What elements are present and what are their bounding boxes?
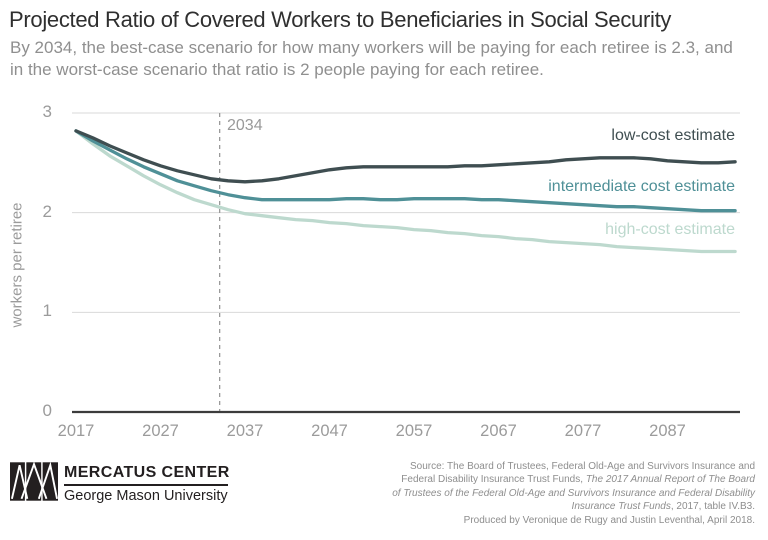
chart-subtitle: By 2034, the best-case scenario for how … <box>10 38 733 80</box>
plot-area <box>72 112 740 414</box>
org-name: MERCATUS CENTER <box>64 464 230 481</box>
y-tick-label-0: 0 <box>42 401 52 420</box>
legend-high-cost-estimate: high-cost estimate <box>605 221 735 238</box>
legend-low-cost-estimate: low-cost estimate <box>611 127 735 144</box>
series-line-low-cost-estimate <box>74 129 737 184</box>
source-text: Source: The Board of Trustees, Federal O… <box>401 461 755 486</box>
series-line-intermediate-cost-estimate <box>74 129 737 213</box>
source-citation-tail: , 2017, table IV.B3. <box>670 501 755 513</box>
x-tick-label-2067: 2067 <box>480 422 517 440</box>
legend-intermediate-cost-estimate: intermediate cost estimate <box>548 178 735 195</box>
logo-divider <box>64 484 228 486</box>
annotation-2034-label: 2034 <box>227 117 263 134</box>
x-tick-label-2027: 2027 <box>142 422 179 440</box>
chart-title: Projected Ratio of Covered Workers to Be… <box>9 7 672 32</box>
source-note: Source: The Board of Trustees, Federal O… <box>391 460 755 527</box>
mercatus-m-logo-icon <box>10 462 58 501</box>
x-tick-label-2057: 2057 <box>395 422 433 440</box>
y-tick-label-2: 2 <box>42 201 52 221</box>
line-chart: workers per retiree 2034 low-cost estima… <box>0 100 768 460</box>
x-tick-label-2037: 2037 <box>226 422 264 440</box>
series-line-high-cost-estimate <box>74 129 737 254</box>
x-tick-label-2017: 2017 <box>57 422 95 440</box>
org-university: George Mason University <box>64 488 228 504</box>
source-report-title: The 2017 Annual Report of The Board of T… <box>392 474 755 513</box>
source-produced-by: Produced by Veronique de Rugy and Justin… <box>463 514 755 526</box>
x-tick-label-2047: 2047 <box>311 422 348 440</box>
x-tick-label-2087: 2087 <box>649 422 686 440</box>
x-tick-label-2077: 2077 <box>564 422 602 440</box>
y-tick-label-3: 3 <box>42 102 52 121</box>
y-tick-label-1: 1 <box>42 301 52 321</box>
